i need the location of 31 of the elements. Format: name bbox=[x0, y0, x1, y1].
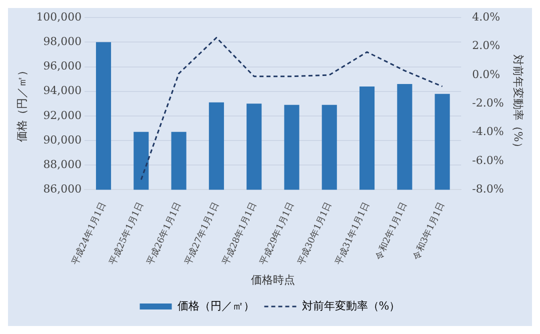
y-tick-label: 92,000 bbox=[43, 108, 82, 122]
y2-tick-label: -4.0% bbox=[472, 125, 504, 138]
y2-tick-label: 2.0% bbox=[472, 39, 500, 52]
y-tick-label: 98,000 bbox=[43, 35, 82, 48]
y-tick-label: 100,000 bbox=[36, 10, 82, 24]
x-tick-label: 令和3年1月1日 bbox=[410, 200, 448, 262]
x-tick-label: 令和2年1月1日 bbox=[373, 200, 410, 262]
x-tick-label: 平成31年1月1日 bbox=[333, 200, 372, 267]
y2-tick-label: -8.0% bbox=[472, 182, 504, 196]
x-tick-label: 平成26年1月1日 bbox=[144, 200, 184, 267]
legend-label: 対前年変動率（%） bbox=[302, 299, 400, 312]
line-series bbox=[140, 36, 444, 180]
y-tick-label: 86,000 bbox=[43, 182, 82, 196]
legend-label: 価格（円／㎡） bbox=[177, 299, 254, 312]
y-tick-label: 88,000 bbox=[43, 158, 82, 171]
x-tick-label: 平成30年1月1日 bbox=[296, 200, 334, 267]
x-tick-label: 平成27年1月1日 bbox=[182, 200, 222, 267]
y2-tick-label: 4.0% bbox=[472, 10, 500, 24]
y2-tick-label: 0.0% bbox=[472, 68, 500, 81]
y2-tick-label: -2.0% bbox=[472, 96, 504, 110]
x-tick-label: 平成24年1月1日 bbox=[70, 200, 108, 267]
y-tick-label: 96,000 bbox=[43, 60, 82, 73]
x-tick-label: 平成25年1月1日 bbox=[107, 200, 146, 267]
y2-tick-label: -6.0% bbox=[472, 154, 504, 167]
x-tick-label: 平成29年1月1日 bbox=[258, 200, 297, 267]
y-axis-title: 価格（円／㎡） bbox=[15, 65, 28, 142]
y-tick-label: 90,000 bbox=[43, 133, 82, 146]
y2-axis-title: 対前年変動率（%） bbox=[512, 54, 525, 153]
x-axis-title: 価格時点 bbox=[250, 273, 295, 286]
x-tick-label: 平成28年1月1日 bbox=[220, 200, 259, 267]
y-tick-label: 94,000 bbox=[43, 84, 82, 98]
